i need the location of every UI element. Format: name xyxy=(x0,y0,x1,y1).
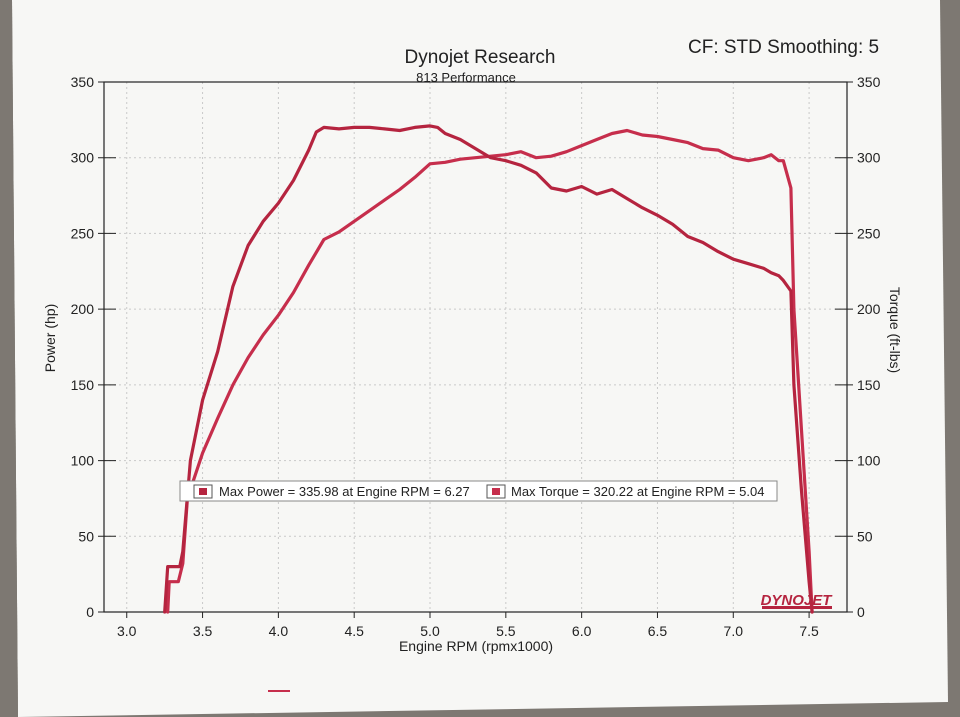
y-tick-label-right-4: 200 xyxy=(857,301,881,317)
y-tick-label-right-1: 50 xyxy=(857,528,873,544)
correction-settings: CF: STD Smoothing: 5 xyxy=(688,37,879,58)
y-tick-label-left-5: 250 xyxy=(71,225,95,241)
y-tick-label-left-4: 200 xyxy=(71,301,95,317)
legend-box xyxy=(179,480,778,502)
x-tick-label-5: 5.5 xyxy=(496,623,516,639)
x-tick-label-1: 3.5 xyxy=(193,623,213,639)
y-tick-label-right-5: 250 xyxy=(857,225,881,241)
y-tick-label-right-2: 100 xyxy=(857,453,881,469)
legend: Max Power = 335.98 at Engine RPM = 6.27 … xyxy=(179,480,778,502)
plot-area-border xyxy=(103,81,848,613)
paper-sheet xyxy=(12,0,948,717)
y-tick-label-left-2: 100 xyxy=(71,453,95,469)
y-tick-label-right-7: 350 xyxy=(857,74,881,90)
x-tick-label-3: 4.5 xyxy=(344,623,364,639)
logo-underline xyxy=(762,606,832,609)
y-tick-label-left-7: 350 xyxy=(71,74,95,90)
x-tick-label-4: 5.0 xyxy=(420,623,440,639)
y-axis-ticks-right: 0 50 100 150 200 250 300 350 xyxy=(835,74,881,620)
y-tick-label-right-6: 300 xyxy=(857,150,881,166)
series-layer xyxy=(163,124,814,614)
y-tick-label-left-0: 0 xyxy=(86,604,94,620)
y-tick-label-left-6: 300 xyxy=(71,150,95,166)
background-carpet xyxy=(0,0,18,717)
x-tick-label-0: 3.0 xyxy=(117,623,137,639)
y-tick-label-right-3: 150 xyxy=(857,377,881,393)
x-tick-label-8: 7.0 xyxy=(724,623,744,639)
x-tick-label-9: 7.5 xyxy=(799,623,819,639)
torque-curve xyxy=(163,124,814,614)
y-tick-label-left-1: 50 xyxy=(78,528,94,544)
x-axis-ticks: 3.0 3.5 4.0 4.5 5.0 5.5 6.0 6.5 7.0 7.5 xyxy=(117,612,819,639)
dynojet-logo: DYNOJET xyxy=(761,592,834,609)
power-curve xyxy=(166,128,814,614)
x-axis-title: Engine RPM (rpmx1000) xyxy=(399,638,553,654)
y-axis-ticks-left: 0 50 100 150 200 250 300 350 xyxy=(71,74,116,620)
x-tick-label-7: 6.5 xyxy=(648,623,668,639)
y-tick-label-left-3: 150 xyxy=(71,377,95,393)
pen-mark xyxy=(268,690,290,692)
y-axis-title-left: Power (hp) xyxy=(42,304,58,372)
y-tick-label-right-0: 0 xyxy=(857,604,865,620)
y-axis-title-right: Torque (ft-lbs) xyxy=(887,287,903,373)
chart-subtitle: 813 Performance xyxy=(416,70,516,85)
legend-swatch-torque-fill xyxy=(492,488,500,495)
x-tick-label-6: 6.0 xyxy=(572,623,592,639)
logo-text: DYNOJET xyxy=(761,592,834,609)
legend-entry-torque: Max Torque = 320.22 at Engine RPM = 5.04 xyxy=(511,484,764,499)
legend-entry-power: Max Power = 335.98 at Engine RPM = 6.27 xyxy=(219,484,470,499)
chart-title: Dynojet Research xyxy=(404,47,555,68)
x-tick-label-2: 4.0 xyxy=(269,623,289,639)
legend-swatch-power-fill xyxy=(199,488,207,495)
